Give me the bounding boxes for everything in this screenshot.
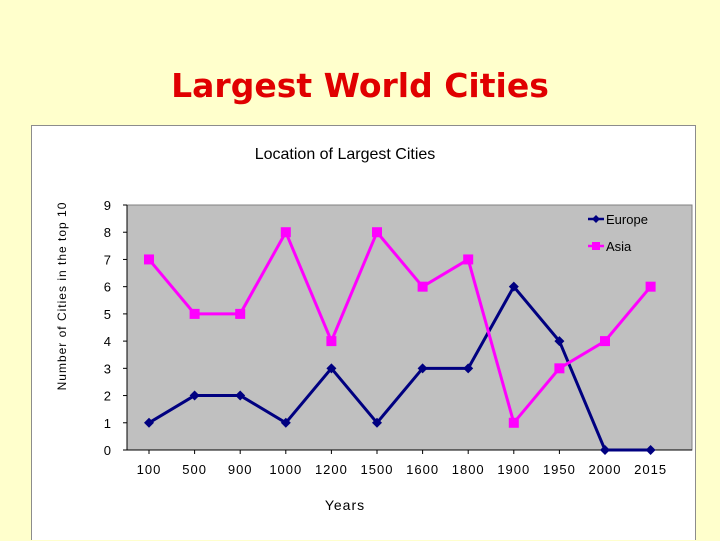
- data-point: [463, 363, 474, 374]
- data-point: [189, 308, 200, 319]
- data-point: [600, 445, 610, 455]
- legend-label: Asia: [606, 239, 632, 254]
- chart-panel: Location of Largest Cities Number of Cit…: [31, 125, 696, 540]
- data-point: [280, 227, 291, 238]
- series-line: [148, 284, 651, 452]
- x-tick-label: 1500: [361, 462, 394, 477]
- slide-title: Largest World Cities: [171, 66, 549, 105]
- axes: 0 1 2 3 4 5 6 7 8 9 100 500 900 1000 1200 1500 1600 1800 1…: [104, 198, 692, 477]
- x-tick-label: 1000: [269, 462, 302, 477]
- data-point: [235, 390, 246, 401]
- x-tick-label: 1950: [543, 462, 576, 477]
- data-point: [508, 417, 519, 428]
- x-tick-label: 2000: [589, 462, 622, 477]
- data-point: [372, 417, 382, 428]
- data-point: [326, 336, 337, 347]
- x-tick-label: 2015: [634, 462, 667, 477]
- series-layer: [144, 227, 656, 455]
- data-point: [645, 445, 656, 455]
- legend-label: Europe: [606, 212, 648, 227]
- data-point: [554, 363, 565, 374]
- y-tick-label: 5: [104, 307, 111, 322]
- legend-swatch-marker: [592, 215, 600, 223]
- data-point: [189, 390, 200, 401]
- legend-entry: Asia: [588, 239, 632, 254]
- x-tick-label: 1200: [315, 462, 348, 477]
- legend-swatch-marker: [592, 242, 600, 250]
- x-tick-label: 900: [228, 462, 253, 477]
- y-axis-label: Number of Cities in the top 10: [55, 202, 69, 391]
- data-point: [417, 363, 428, 374]
- series-europe: [144, 281, 656, 455]
- y-tick-label: 2: [104, 389, 111, 404]
- line-chart: Location of Largest Cities Number of Cit…: [55, 146, 693, 513]
- data-point: [463, 254, 474, 265]
- y-tick-label: 1: [104, 416, 111, 431]
- legend-entry: Europe: [588, 212, 648, 227]
- y-tick-label: 0: [104, 443, 111, 458]
- data-point: [600, 336, 610, 347]
- x-tick-label: 1900: [497, 462, 530, 477]
- x-tick-label: 1800: [452, 462, 485, 477]
- y-tick-label: 4: [104, 334, 111, 349]
- x-tick-label: 100: [137, 462, 162, 477]
- data-point: [144, 254, 154, 265]
- series-asia: [144, 227, 656, 428]
- data-point: [326, 363, 337, 374]
- y-tick-label: 9: [104, 198, 111, 213]
- data-point: [144, 417, 154, 428]
- data-point: [508, 281, 519, 292]
- chart-title: Location of Largest Cities: [255, 146, 436, 163]
- legend: Europe Asia: [588, 212, 648, 254]
- data-point: [280, 417, 291, 428]
- y-tick-label: 3: [104, 361, 111, 376]
- data-point: [645, 281, 656, 292]
- x-tick-label: 1600: [406, 462, 439, 477]
- data-point: [417, 281, 428, 292]
- y-tick-label: 7: [104, 252, 111, 267]
- y-tick-label: 8: [104, 225, 111, 240]
- y-tick-label: 6: [104, 280, 111, 295]
- data-point: [554, 336, 565, 347]
- series-line: [147, 228, 652, 426]
- x-axis-label: Years: [325, 497, 365, 513]
- data-point: [235, 308, 246, 319]
- x-tick-label: 500: [182, 462, 207, 477]
- data-point: [372, 227, 382, 238]
